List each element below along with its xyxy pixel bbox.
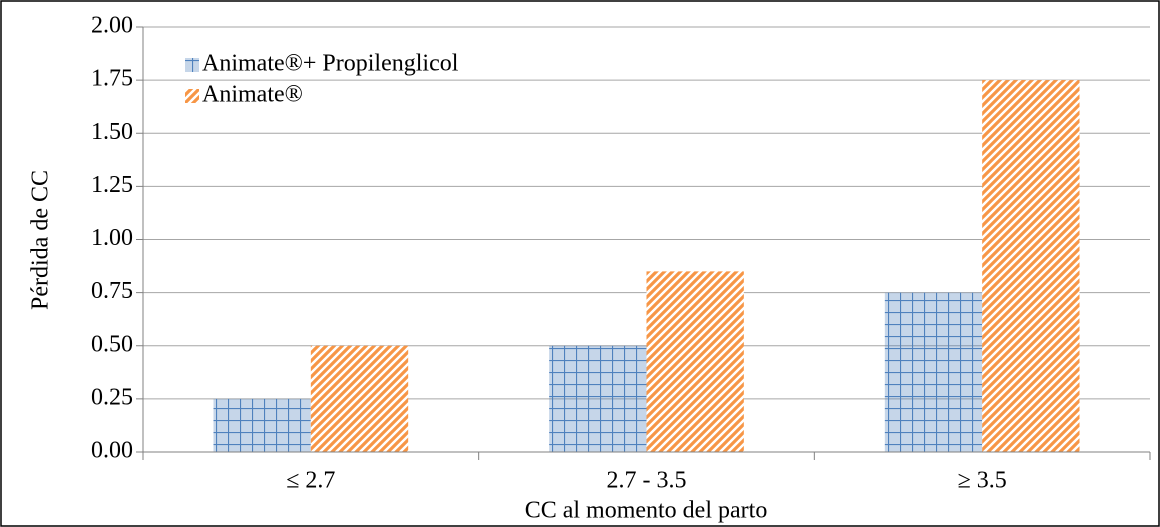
bar xyxy=(310,345,409,452)
legend-swatch xyxy=(185,89,199,103)
x-axis-label: CC al momento del parto xyxy=(525,498,768,524)
y-tick-label: 0.00 xyxy=(91,438,133,464)
x-tick-label: 2.7 - 3.5 xyxy=(607,468,687,494)
legend-label: Animate®+ Propilenglicol xyxy=(202,51,459,77)
y-tick-label: 0.25 xyxy=(91,384,133,410)
legend-label: Animate® xyxy=(202,82,303,108)
y-tick-label: 0.50 xyxy=(91,331,133,357)
y-tick-label: 1.00 xyxy=(91,225,133,251)
y-tick-label: 0.75 xyxy=(91,278,133,304)
y-tick-label: 1.50 xyxy=(91,119,133,145)
bar xyxy=(884,292,983,452)
y-axis-label: Pérdida de CC xyxy=(28,170,54,310)
x-tick-label: ≥ 3.5 xyxy=(958,468,1007,494)
legend-swatch xyxy=(185,58,199,72)
bar xyxy=(982,80,1080,452)
y-tick-label: 2.00 xyxy=(91,13,133,39)
y-tick-label: 1.25 xyxy=(91,172,133,198)
bar xyxy=(549,345,647,452)
y-tick-label: 1.75 xyxy=(91,66,133,92)
bar xyxy=(646,271,744,452)
bar xyxy=(213,398,311,452)
x-tick-label: ≤ 2.7 xyxy=(286,468,335,494)
